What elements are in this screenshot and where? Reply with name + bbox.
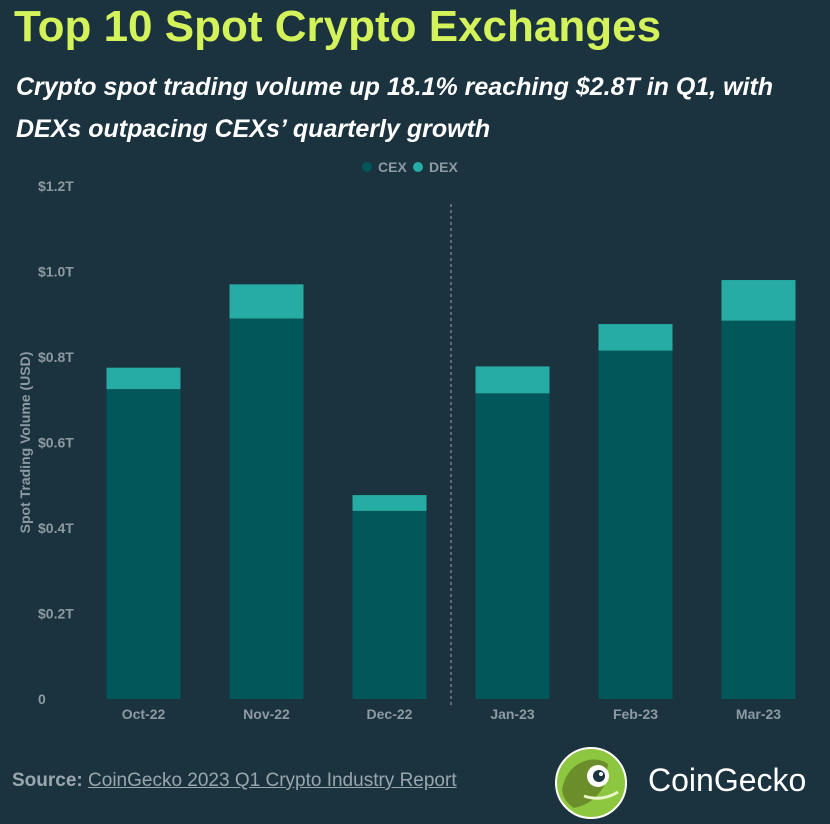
- legend-marker-cex: [362, 162, 372, 172]
- y-tick-label: $1.2T: [38, 178, 74, 194]
- x-axis: Oct-22 Nov-22 Dec-22 Jan-23 Feb-23 Mar-23: [122, 706, 782, 722]
- x-tick-label: Feb-23: [613, 706, 658, 722]
- chart-subtitle: Crypto spot trading volume up 18.1% reac…: [16, 73, 774, 143]
- bar-dex-mar-23: [721, 280, 796, 321]
- y-tick-label: $0.4T: [38, 520, 74, 536]
- x-tick-label: Oct-22: [122, 706, 166, 722]
- x-tick-label: Jan-23: [490, 706, 535, 722]
- y-axis: 0 $0.2T $0.4T $0.6T $0.8T $1.0T $1.2T Spot Trad…: [17, 178, 74, 707]
- x-tick-label: Mar-23: [736, 706, 781, 722]
- y-axis-label: Spot Trading Volume (USD): [17, 352, 33, 534]
- coingecko-logo-icon: [555, 747, 627, 819]
- bars: [106, 204, 796, 707]
- y-tick-label: $0.2T: [38, 606, 74, 622]
- legend-marker-dex: [413, 162, 423, 172]
- x-tick-label: Nov-22: [243, 706, 290, 722]
- bar-cex-nov-22: [229, 318, 304, 699]
- bar-cex-oct-22: [106, 389, 181, 699]
- x-tick-label: Dec-22: [367, 706, 413, 722]
- stacked-bar-chart: CEX DEX 0 $0.2T $0.4T $0.6T $0.8T $1.0T $1.2T Sp…: [17, 159, 796, 722]
- legend-label-dex: DEX: [429, 159, 458, 175]
- y-tick-label: $0.8T: [38, 349, 74, 365]
- source-label: Source:: [12, 770, 83, 791]
- bar-cex-feb-23: [598, 350, 673, 699]
- y-tick-label: 0: [38, 691, 46, 707]
- source-credit: Source: CoinGecko 2023 Q1 Crypto Industr…: [12, 770, 457, 792]
- chart-legend: CEX DEX: [362, 159, 458, 175]
- bar-dex-feb-23: [598, 324, 673, 351]
- y-tick-label: $1.0T: [38, 264, 74, 280]
- source-link[interactable]: CoinGecko 2023 Q1 Crypto Industry Report: [88, 770, 457, 791]
- bar-cex-jan-23: [475, 393, 550, 699]
- bar-dex-jan-23: [475, 366, 550, 394]
- legend-label-cex: CEX: [378, 159, 407, 175]
- chart-title: Top 10 Spot Crypto Exchanges: [14, 2, 662, 51]
- bar-dex-oct-22: [106, 367, 181, 390]
- bar-dex-dec-22: [352, 495, 427, 511]
- y-tick-label: $0.6T: [38, 435, 74, 451]
- bar-cex-mar-23: [721, 320, 796, 699]
- bar-cex-dec-22: [352, 510, 427, 699]
- brand-name: CoinGecko: [648, 762, 807, 798]
- bar-dex-nov-22: [229, 284, 304, 319]
